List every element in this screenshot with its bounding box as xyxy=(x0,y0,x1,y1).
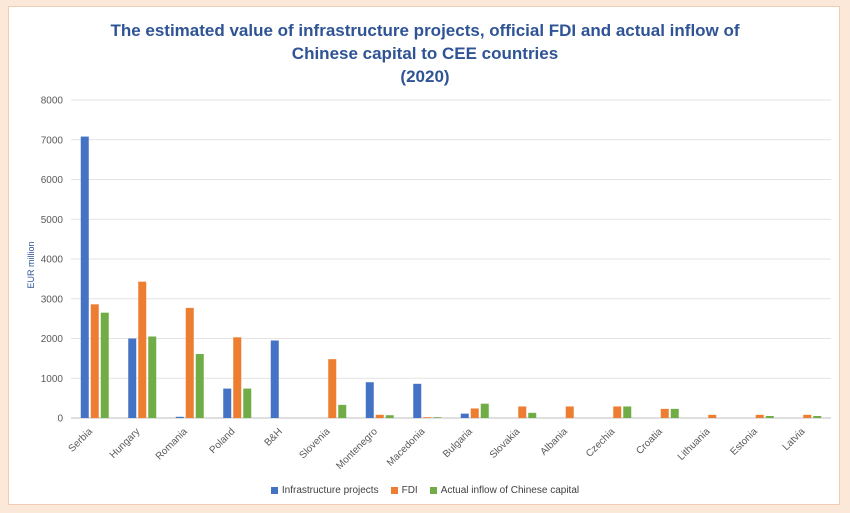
bar-actual-inflow-of-chinese-capital-bulgaria xyxy=(480,403,489,418)
bar-infrastructure-projects-poland xyxy=(223,388,232,418)
chart-title-line-3: (2020) xyxy=(400,67,450,86)
chart-title-line-1: The estimated value of infrastructure pr… xyxy=(110,21,740,40)
bar-actual-inflow-of-chinese-capital-latvia xyxy=(813,416,822,418)
legend-label: Infrastructure projects xyxy=(281,485,379,496)
y-tick-label: 4000 xyxy=(41,255,64,266)
bar-fdi-estonia xyxy=(755,414,764,418)
legend-label: Actual inflow of Chinese capital xyxy=(440,485,580,496)
y-tick-label: 7000 xyxy=(41,135,64,146)
y-tick-label: 6000 xyxy=(41,175,64,186)
bars xyxy=(80,136,822,418)
bar-infrastructure-projects-hungary xyxy=(128,338,137,418)
x-axis-ticks: Serbia Hungary Romania Poland B&H Slovenia Mon… xyxy=(67,426,808,472)
y-axis-ticks: 0 1000 2000 3000 4000 5000 6000 7000 8000 xyxy=(41,96,64,425)
bar-fdi-serbia xyxy=(90,304,99,418)
bar-actual-inflow-of-chinese-capital-macedonia xyxy=(433,417,442,418)
legend: Infrastructure projects FDI Actual inflow … xyxy=(9,485,841,496)
bar-actual-inflow-of-chinese-capital-slovenia xyxy=(338,404,347,418)
legend-label: FDI xyxy=(401,485,418,496)
bar-fdi-slovenia xyxy=(328,359,337,418)
chart-frame: The estimated value of infrastructure pr… xyxy=(8,6,840,505)
y-tick-label: 1000 xyxy=(41,374,64,385)
y-tick-label: 2000 xyxy=(41,334,64,345)
bar-fdi-macedonia xyxy=(423,417,432,418)
bar-fdi-poland xyxy=(233,337,242,418)
legend-swatch xyxy=(429,486,437,494)
bar-fdi-romania xyxy=(185,307,194,418)
bar-actual-inflow-of-chinese-capital-slovakia xyxy=(528,412,537,418)
bar-actual-inflow-of-chinese-capital-romania xyxy=(195,354,204,418)
bar-actual-inflow-of-chinese-capital-estonia xyxy=(765,416,774,418)
x-tick-label: Montenegro xyxy=(334,426,380,472)
bar-actual-inflow-of-chinese-capital-poland xyxy=(243,388,252,418)
bar-actual-inflow-of-chinese-capital-serbia xyxy=(100,312,109,418)
bar-chart: 0 1000 2000 3000 4000 5000 6000 7000 8000 Serbia… xyxy=(26,96,831,472)
x-tick-label: Estonia xyxy=(729,426,761,458)
bar-fdi-bulgaria xyxy=(470,408,479,418)
bar-fdi-montenegro xyxy=(375,414,384,418)
bar-infrastructure-projects-macedonia xyxy=(413,383,422,418)
bar-infrastructure-projects-b-h xyxy=(270,340,279,418)
y-tick-label: 5000 xyxy=(41,215,64,226)
y-tick-label: 8000 xyxy=(41,96,64,107)
legend-item: Infrastructure projects xyxy=(270,485,379,496)
x-tick-label: Bulgaria xyxy=(441,426,475,460)
bar-actual-inflow-of-chinese-capital-croatia xyxy=(670,408,679,418)
bar-fdi-latvia xyxy=(803,414,812,418)
bar-infrastructure-projects-romania xyxy=(175,416,184,418)
x-tick-label: Latvia xyxy=(781,426,808,453)
x-tick-label: Poland xyxy=(208,426,238,456)
x-tick-label: Serbia xyxy=(67,426,96,455)
bar-infrastructure-projects-serbia xyxy=(80,136,89,418)
legend-item: FDI xyxy=(390,485,418,496)
y-axis-label: EUR million xyxy=(26,241,36,288)
y-tick-label: 3000 xyxy=(41,294,64,305)
x-tick-label: Slovenia xyxy=(297,426,332,461)
x-tick-label: Lithuania xyxy=(676,426,713,463)
y-tick-label: 0 xyxy=(57,414,63,425)
bar-infrastructure-projects-bulgaria xyxy=(460,413,469,418)
gridlines xyxy=(71,99,831,419)
bar-actual-inflow-of-chinese-capital-montenegro xyxy=(385,415,394,418)
chart-title: The estimated value of infrastructure pr… xyxy=(9,19,841,88)
bar-fdi-slovakia xyxy=(518,406,527,418)
bar-fdi-hungary xyxy=(138,281,147,418)
x-tick-label: Croatia xyxy=(634,426,665,457)
legend-swatch xyxy=(270,486,278,494)
bar-fdi-croatia xyxy=(660,408,669,418)
x-tick-label: Albania xyxy=(539,426,571,458)
bar-fdi-albania xyxy=(565,406,574,418)
bar-fdi-lithuania xyxy=(708,414,717,418)
bar-fdi-czechia xyxy=(613,406,622,418)
x-tick-label: Slovakia xyxy=(488,426,523,461)
bar-actual-inflow-of-chinese-capital-hungary xyxy=(148,336,157,418)
x-tick-label: B&H xyxy=(263,426,285,448)
chart-title-line-2: Chinese capital to CEE countries xyxy=(291,44,559,63)
legend-swatch xyxy=(390,486,398,494)
x-tick-label: Macedonia xyxy=(385,426,428,469)
legend-item: Actual inflow of Chinese capital xyxy=(429,485,580,496)
x-tick-label: Hungary xyxy=(108,426,143,461)
x-tick-label: Romania xyxy=(154,426,190,462)
bar-infrastructure-projects-montenegro xyxy=(365,382,374,418)
bar-actual-inflow-of-chinese-capital-czechia xyxy=(623,406,632,418)
x-tick-label: Czechia xyxy=(584,426,618,460)
